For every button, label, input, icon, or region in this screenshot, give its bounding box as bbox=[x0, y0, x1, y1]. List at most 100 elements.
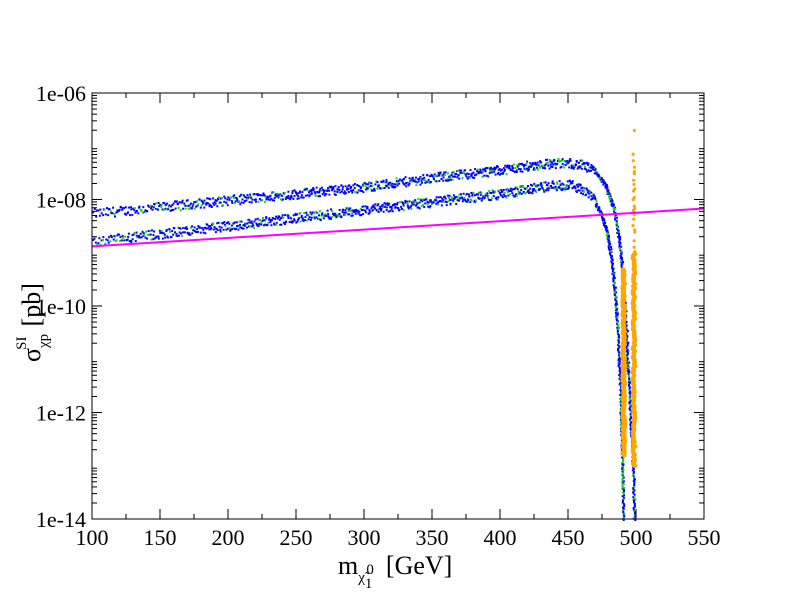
scatter-point bbox=[621, 467, 624, 470]
scatter-point bbox=[499, 193, 502, 196]
scatter-point bbox=[376, 187, 379, 190]
scatter-point bbox=[139, 232, 142, 235]
scatter-point bbox=[286, 196, 289, 199]
scatter-point bbox=[335, 216, 338, 219]
scatter-point bbox=[427, 181, 430, 184]
scatter-point bbox=[215, 227, 218, 230]
scatter-point bbox=[191, 225, 194, 228]
scatter-point bbox=[633, 484, 636, 487]
scatter-point bbox=[508, 164, 511, 167]
scatter-point bbox=[109, 240, 112, 243]
scatter-point bbox=[632, 496, 635, 499]
scatter-point bbox=[306, 213, 309, 216]
scatter-point bbox=[535, 166, 538, 169]
scatter-point bbox=[571, 187, 574, 190]
scatter-point bbox=[626, 370, 629, 373]
scatter-point bbox=[630, 434, 633, 437]
scatter-point bbox=[435, 180, 438, 183]
scatter-point bbox=[609, 201, 612, 204]
scatter-point bbox=[633, 485, 636, 488]
scatter-point bbox=[617, 354, 620, 357]
scatter-point bbox=[418, 207, 421, 210]
scatter-point bbox=[462, 192, 465, 195]
scatter-point bbox=[94, 241, 97, 244]
scatter-point bbox=[200, 199, 203, 202]
scatter-point bbox=[485, 174, 488, 177]
scatter-point bbox=[171, 203, 174, 206]
scatter-point bbox=[588, 190, 591, 193]
scatter-point bbox=[138, 234, 141, 237]
scatter-point bbox=[196, 228, 199, 231]
scatter-point bbox=[310, 213, 313, 216]
scatter-point bbox=[319, 187, 322, 190]
scatter-point bbox=[441, 174, 444, 177]
scatter-point bbox=[415, 201, 418, 204]
scatter-point bbox=[549, 160, 552, 163]
scatter-point bbox=[407, 184, 410, 187]
scatter-point bbox=[241, 227, 244, 230]
scatter-point bbox=[611, 267, 614, 270]
scatter-point bbox=[193, 226, 196, 229]
scatter-point bbox=[420, 177, 423, 180]
scatter-point bbox=[230, 200, 233, 203]
scatter-point bbox=[138, 205, 141, 208]
scatter-point bbox=[414, 204, 417, 207]
scatter-point bbox=[607, 245, 610, 248]
scatter-point bbox=[422, 198, 425, 201]
scatter-point bbox=[545, 162, 548, 165]
scatter-point bbox=[263, 219, 266, 222]
scatter-point bbox=[584, 187, 587, 190]
scatter-point bbox=[127, 206, 130, 209]
scatter-point bbox=[226, 204, 229, 207]
scatter-point bbox=[131, 234, 134, 237]
scatter-point bbox=[163, 202, 166, 205]
scatter-point bbox=[216, 229, 219, 232]
scatter-point bbox=[617, 364, 620, 367]
scatter-point bbox=[616, 303, 619, 306]
scatter-point bbox=[206, 223, 209, 226]
scatter-point bbox=[229, 228, 232, 231]
scatter-point bbox=[527, 168, 530, 171]
scatter-point bbox=[377, 203, 380, 206]
scatter-point bbox=[270, 197, 273, 200]
scatter-point bbox=[385, 181, 388, 184]
scatter-point bbox=[629, 414, 632, 417]
scatter-point bbox=[621, 456, 624, 459]
scatter-point bbox=[287, 217, 290, 220]
scatter-point bbox=[195, 200, 198, 203]
scatter-point bbox=[626, 356, 629, 359]
scatter-point bbox=[618, 243, 621, 246]
scatter-point bbox=[608, 240, 611, 243]
scatter-point bbox=[208, 197, 211, 200]
scatter-point bbox=[608, 198, 611, 201]
scatter-point bbox=[457, 174, 460, 177]
scatter-point bbox=[607, 235, 610, 238]
scatter-point bbox=[622, 464, 625, 467]
scatter-point bbox=[182, 207, 185, 210]
scatter-point bbox=[173, 200, 176, 203]
scatter-point bbox=[618, 369, 621, 372]
scatter-point bbox=[256, 193, 259, 196]
scatter-point bbox=[260, 222, 263, 225]
scatter-point bbox=[567, 184, 570, 187]
scatter-point bbox=[326, 209, 329, 212]
scatter-point bbox=[279, 193, 282, 196]
scatter-point bbox=[156, 235, 159, 238]
scatter-point bbox=[292, 214, 295, 217]
scatter-point bbox=[155, 207, 158, 210]
scatter-point bbox=[422, 174, 425, 177]
scatter-point bbox=[447, 179, 450, 182]
scatter-point bbox=[463, 198, 466, 201]
scatter-point bbox=[491, 189, 494, 192]
scatter-point bbox=[620, 419, 623, 422]
scatter-point bbox=[581, 163, 584, 166]
scatter-point bbox=[446, 172, 449, 175]
scatter-point bbox=[245, 196, 248, 199]
scatter-point bbox=[563, 166, 566, 169]
scatter-point bbox=[363, 181, 366, 184]
scatter-point bbox=[195, 205, 198, 208]
scatter-point bbox=[559, 182, 562, 185]
scatter-point bbox=[430, 173, 433, 176]
scatter-point bbox=[329, 217, 332, 220]
scatter-point bbox=[212, 197, 215, 200]
